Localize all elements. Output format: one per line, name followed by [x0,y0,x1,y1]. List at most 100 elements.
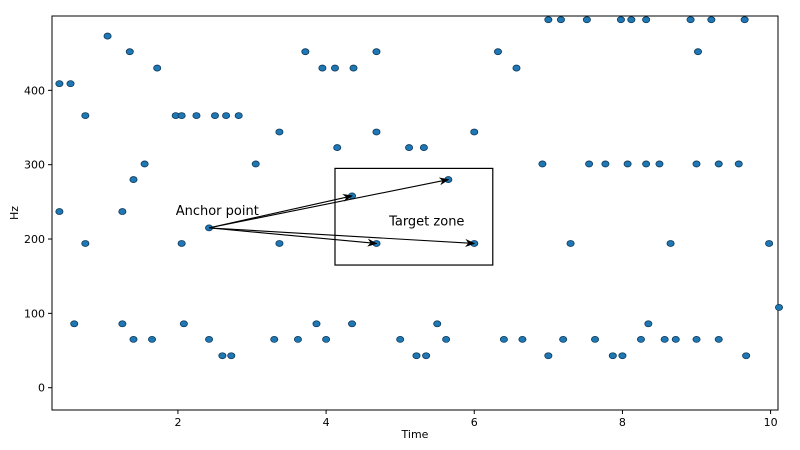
data-point [81,112,90,120]
data-point [566,240,575,247]
data-point [608,352,617,360]
data-point [179,320,188,328]
data-point [442,335,451,343]
data-point [666,240,675,247]
data-point [227,352,236,360]
data-point [671,335,680,343]
data-point [742,352,751,360]
data-point [499,335,508,343]
y-tick-label: 100 [24,307,45,320]
data-point [601,160,610,168]
data-point [125,48,134,56]
x-axis: 2 4 6 8 10 [174,410,778,429]
data-point [81,240,90,247]
data-point [433,320,442,328]
data-point [765,240,774,247]
y-tick-label: 300 [24,159,45,172]
y-tick-label: 200 [24,233,45,246]
data-point [412,352,421,360]
data-point [616,16,625,24]
annotation-arrow [208,177,450,229]
data-point [493,48,502,56]
data-point [218,352,227,360]
data-point [419,144,428,151]
data-point [693,48,702,56]
x-tick-label: 4 [323,416,330,429]
data-point [372,128,381,136]
y-tick-label: 400 [24,84,45,97]
data-point [627,16,636,24]
data-point [642,160,651,168]
y-axis: 0 100 200 300 400 [24,84,52,395]
y-axis-label: Hz [8,206,21,220]
data-point [293,335,302,343]
data-point [582,16,591,24]
data-point [205,335,214,343]
data-point [372,48,381,56]
x-tick-label: 2 [174,416,181,429]
x-tick-label: 6 [471,416,478,429]
x-axis-label: Time [401,428,429,441]
data-point [470,128,479,136]
data-point [148,335,157,343]
data-point [692,160,701,168]
data-point [348,320,357,328]
data-point [153,64,162,72]
data-point [740,16,749,24]
data-point [333,144,342,151]
data-point [192,112,201,120]
data-point [636,335,645,343]
annotations: Anchor point Target zone [176,167,494,266]
data-point [234,112,243,120]
data-point [129,176,138,183]
data-point [559,335,568,343]
data-point [312,320,321,328]
data-point [270,335,279,343]
data-point [118,208,127,215]
plot-area [51,15,779,411]
target-zone-box [334,167,494,266]
data-point [538,160,547,168]
data-point [210,112,219,120]
data-point [275,240,284,247]
data-point [301,48,310,56]
data-point [422,352,431,360]
data-point [66,80,75,88]
data-point [251,160,260,168]
data-point [177,240,186,247]
data-point [405,144,414,151]
data-point [55,80,64,88]
data-point [55,208,64,215]
data-point [222,112,231,120]
data-point [275,128,284,136]
data-point [734,160,743,168]
data-point [591,335,600,343]
data-point [714,335,723,343]
data-point [556,16,565,24]
data-point [330,64,339,72]
data-point [140,160,149,168]
data-point [642,16,651,24]
annotation-arrows [208,177,476,247]
data-point [655,160,664,168]
data-point [775,304,784,311]
data-point [544,352,553,360]
data-point [544,16,553,24]
anchor-point-label: Anchor point [176,204,259,219]
data-point [692,335,701,343]
data-point [318,64,327,72]
data-point [707,16,716,24]
y-tick-label: 0 [38,382,45,395]
data-point [118,320,127,328]
target-zone-label: Target zone [388,215,464,230]
data-point [129,335,138,343]
data-point [644,320,653,328]
data-point [660,335,669,343]
data-point [349,64,358,72]
data-points [55,16,784,360]
x-tick-label: 10 [764,416,778,429]
data-point [623,160,632,168]
data-point [585,160,594,168]
data-point [618,352,627,360]
